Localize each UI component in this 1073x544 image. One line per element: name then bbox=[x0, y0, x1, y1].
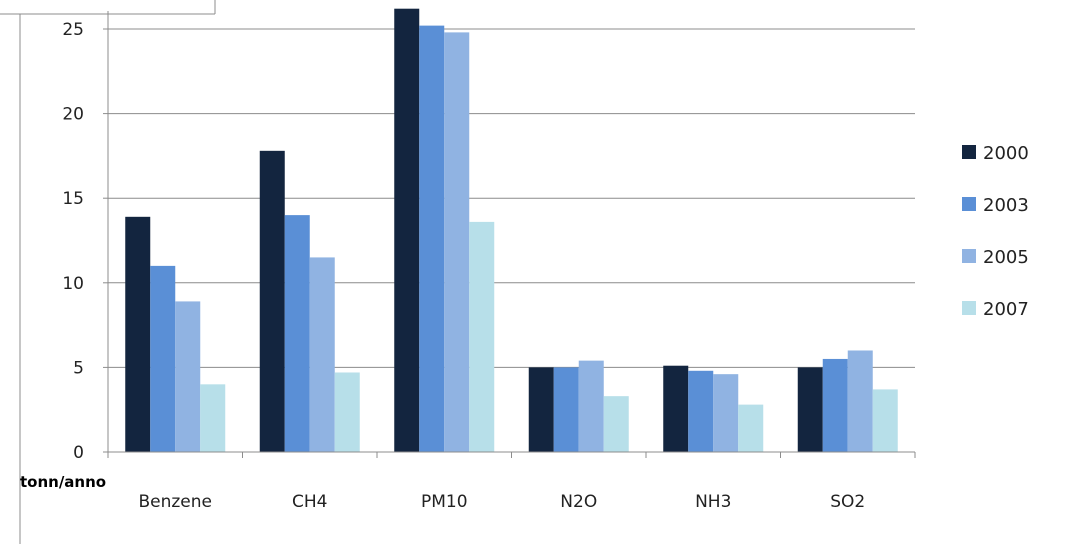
bar-so2-2003 bbox=[822, 358, 848, 452]
x-category-label: Benzene bbox=[138, 492, 212, 512]
bar-benzene-2003 bbox=[150, 265, 176, 452]
bar-nh3-2005 bbox=[713, 374, 739, 452]
bar-ch4-2003 bbox=[284, 215, 310, 452]
legend-label-2000: 2000 bbox=[983, 143, 1029, 164]
legend-label-2003: 2003 bbox=[983, 195, 1029, 216]
bar-n2o-2007 bbox=[603, 396, 629, 452]
y-tick-label: 5 bbox=[73, 358, 84, 378]
bar-nh3-2003 bbox=[688, 370, 714, 452]
bar-benzene-2000 bbox=[125, 216, 151, 452]
y-tick-label: 10 bbox=[62, 274, 84, 294]
bar-n2o-2005 bbox=[578, 360, 604, 452]
bar-pm10-2003 bbox=[419, 25, 445, 453]
legend-swatch-2007 bbox=[962, 301, 976, 315]
bar-benzene-2005 bbox=[175, 301, 201, 452]
x-category-label: CH4 bbox=[292, 492, 327, 512]
bar-so2-2000 bbox=[797, 367, 823, 452]
bar-n2o-2003 bbox=[553, 367, 579, 452]
y-tick-labels: 0 5 10 15 20 25 bbox=[62, 20, 108, 463]
bar-ch4-2000 bbox=[259, 150, 285, 452]
legend-swatch-2000 bbox=[962, 145, 976, 159]
y-tick-label: 20 bbox=[62, 105, 84, 125]
legend-label-2005: 2005 bbox=[983, 247, 1029, 268]
axes bbox=[107, 11, 916, 458]
bar-nh3-2000 bbox=[663, 365, 689, 452]
bar-pm10-2000 bbox=[394, 8, 420, 452]
bar-so2-2007 bbox=[872, 389, 898, 452]
y-tick-label: 15 bbox=[62, 189, 84, 209]
x-category-label: SO2 bbox=[830, 492, 865, 512]
legend-swatch-2003 bbox=[962, 197, 976, 211]
unit-label: tonn/anno bbox=[20, 473, 106, 491]
bar-ch4-2007 bbox=[334, 372, 360, 452]
bar-nh3-2007 bbox=[738, 404, 764, 452]
bars bbox=[125, 8, 898, 453]
x-category-label: N2O bbox=[560, 492, 597, 512]
legend: 2000 2003 2005 2007 bbox=[962, 143, 1029, 320]
x-category-labels: Benzene CH4 PM10 N2O NH3 SO2 bbox=[138, 492, 865, 512]
bar-ch4-2005 bbox=[309, 257, 335, 452]
bar-pm10-2007 bbox=[469, 221, 495, 452]
bar-n2o-2000 bbox=[528, 367, 554, 452]
legend-swatch-2005 bbox=[962, 249, 976, 263]
gridlines bbox=[108, 28, 915, 368]
legend-label-2007: 2007 bbox=[983, 299, 1029, 320]
y-tick-label: 0 bbox=[73, 443, 84, 463]
bar-so2-2005 bbox=[847, 350, 873, 452]
x-category-label: PM10 bbox=[421, 492, 468, 512]
y-tick-label: 25 bbox=[62, 20, 84, 40]
x-category-label: NH3 bbox=[695, 492, 731, 512]
bar-benzene-2007 bbox=[200, 384, 226, 452]
bar-pm10-2005 bbox=[444, 32, 470, 452]
